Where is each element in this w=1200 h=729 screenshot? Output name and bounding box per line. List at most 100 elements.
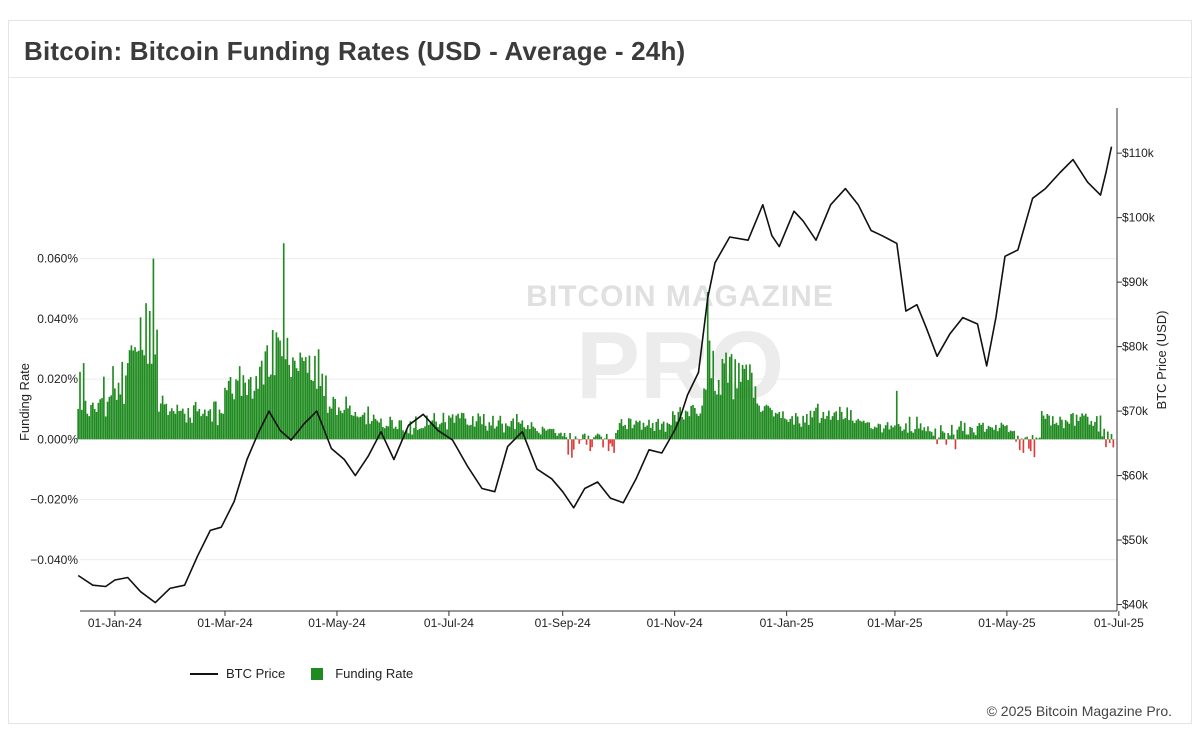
funding-bar [341, 413, 344, 440]
funding-bar [686, 411, 689, 440]
right-tick-label: $110k [1122, 146, 1155, 160]
legend-bar-swatch [311, 667, 324, 680]
funding-bar [664, 431, 667, 440]
funding-bar [552, 428, 555, 440]
funding-bar [659, 429, 661, 440]
legend-funding-label[interactable]: Funding Rate [335, 666, 414, 681]
funding-bar [398, 420, 401, 440]
funding-bar [855, 420, 858, 440]
funding-bar [455, 415, 458, 440]
funding-bar [235, 379, 237, 440]
funding-bar [839, 406, 841, 440]
funding-bar [350, 414, 353, 440]
funding-bar [565, 437, 568, 440]
funding-bar [286, 337, 289, 440]
funding-bar [861, 421, 863, 440]
funding-bar [448, 415, 450, 440]
funding-bar [214, 401, 217, 440]
funding-bar [189, 417, 191, 440]
funding-bar [117, 382, 120, 440]
funding-bar [237, 380, 239, 440]
left-axis-title: Funding Rate [17, 363, 32, 441]
funding-bar [354, 411, 357, 440]
funding-bar [684, 410, 687, 440]
funding-bar [382, 426, 384, 440]
funding-bar [712, 350, 715, 440]
funding-bar [86, 413, 89, 440]
funding-bar [481, 424, 483, 440]
funding-bar [635, 420, 637, 440]
funding-bar [774, 412, 777, 440]
funding-bar [699, 413, 702, 440]
funding-bar [556, 435, 559, 440]
funding-bar [115, 399, 118, 440]
funding-bar [805, 414, 808, 440]
funding-bar [95, 411, 98, 440]
funding-bar [752, 397, 755, 440]
funding-bar [541, 426, 544, 440]
x-tick-label: 01-Nov-24 [647, 616, 703, 630]
funding-bar [323, 395, 325, 440]
funding-bar [516, 414, 518, 440]
funding-bar [435, 421, 437, 440]
funding-bar [337, 407, 340, 440]
funding-bar [567, 439, 570, 455]
funding-bar [393, 428, 395, 440]
funding-bar [257, 388, 259, 440]
funding-bar [857, 418, 860, 440]
funding-bar [721, 358, 724, 440]
funding-bar [185, 422, 188, 440]
funding-bar [554, 432, 557, 440]
funding-bar [191, 422, 193, 440]
funding-bar [374, 418, 377, 440]
legend-price-label[interactable]: BTC Price [226, 666, 286, 681]
funding-bar [984, 431, 986, 440]
funding-bar [317, 349, 320, 440]
funding-bar [776, 413, 779, 440]
funding-bar [277, 337, 280, 440]
funding-bar [1015, 439, 1017, 442]
funding-bar [460, 412, 463, 440]
funding-bar [683, 419, 685, 440]
funding-bar [238, 366, 241, 440]
funding-bar [594, 435, 597, 440]
funding-bar [662, 421, 665, 440]
funding-bar [791, 416, 793, 440]
funding-bar [493, 428, 496, 440]
funding-bar [339, 410, 342, 440]
funding-bar [694, 407, 696, 440]
funding-bar [270, 374, 272, 440]
funding-bar [771, 410, 773, 440]
funding-bar [440, 422, 443, 440]
funding-bar [183, 413, 186, 440]
funding-bar [378, 422, 380, 440]
funding-bar [1055, 422, 1058, 440]
funding-bar [648, 419, 650, 440]
legend: BTC Price Funding Rate [190, 666, 413, 681]
funding-bar [244, 382, 247, 440]
funding-bar [677, 411, 680, 440]
funding-bar [240, 395, 243, 440]
funding-bar [332, 396, 335, 440]
right-tick-label: $80k [1122, 340, 1149, 354]
funding-bar [572, 439, 575, 450]
funding-bar [484, 425, 487, 440]
btc-price-series [77, 146, 1113, 604]
funding-bar [582, 434, 584, 440]
funding-bar [668, 423, 670, 440]
funding-bar [90, 404, 92, 440]
funding-bar [583, 433, 586, 440]
funding-bar [169, 411, 171, 440]
funding-bar [148, 311, 151, 440]
funding-bar [525, 429, 527, 440]
funding-bar [231, 393, 234, 440]
funding-bar [549, 428, 551, 440]
funding-bar [772, 416, 775, 440]
funding-bar [429, 423, 432, 440]
funding-bar [609, 439, 612, 444]
funding-bar [449, 417, 452, 440]
funding-bar [789, 418, 792, 440]
funding-bar [420, 428, 423, 440]
funding-bar [352, 415, 355, 440]
funding-bar [1042, 415, 1045, 440]
